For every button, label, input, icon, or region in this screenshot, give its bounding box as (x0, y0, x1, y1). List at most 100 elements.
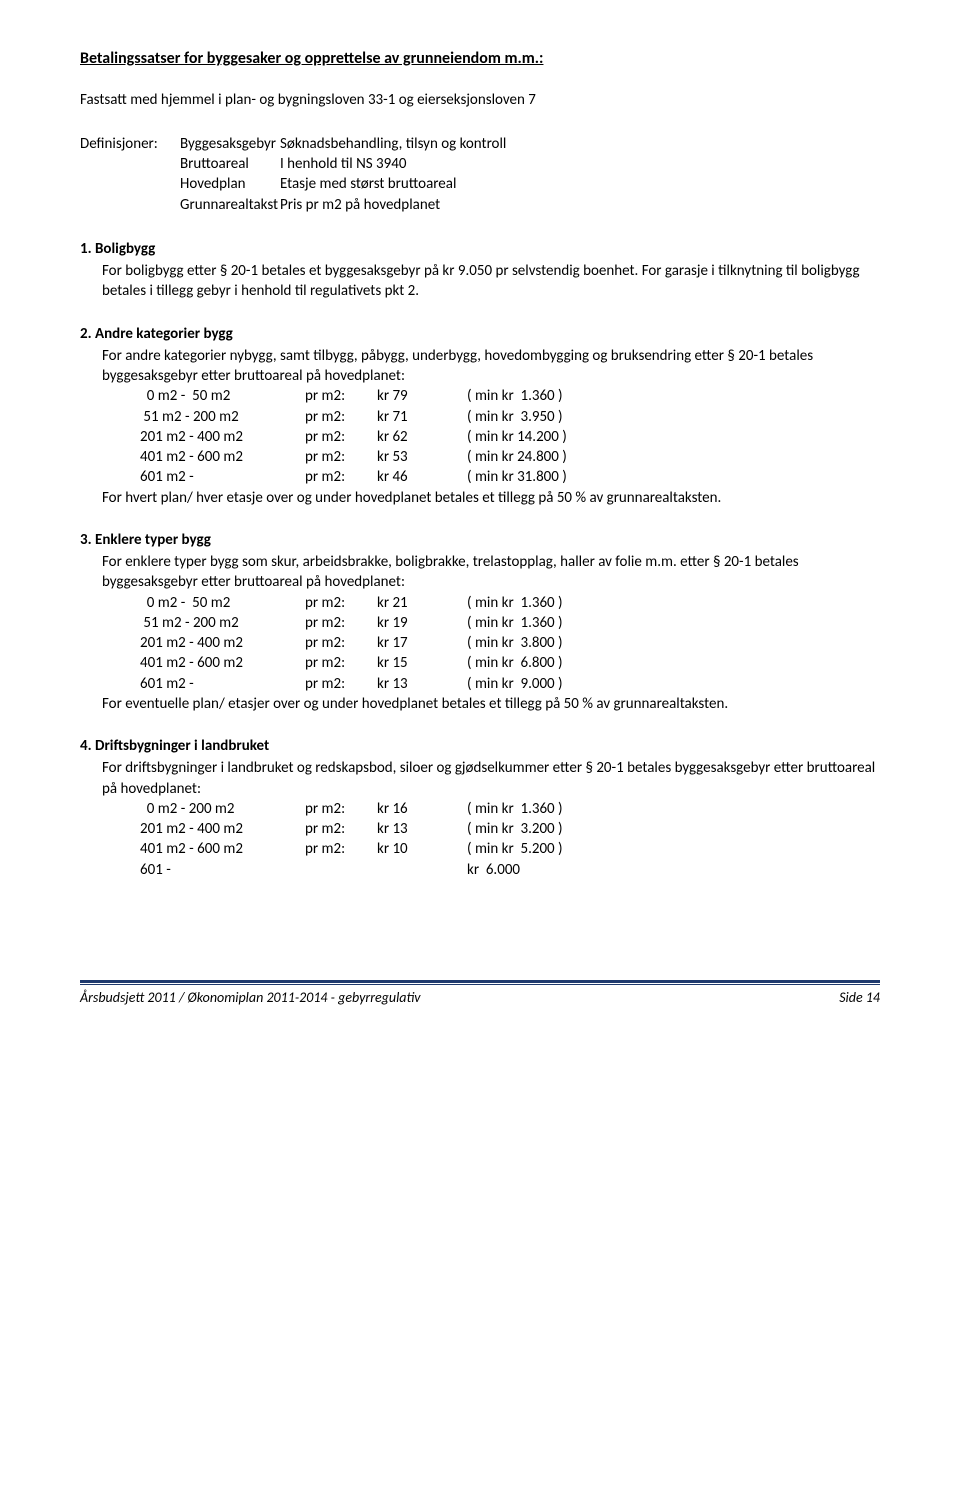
range-row: 0 m2 - 50 m2 pr m2: kr 79 ( min kr 1.360… (140, 386, 880, 406)
range-price: kr 21 (377, 593, 467, 613)
footer-left: Årsbudsjett 2011 / Økonomiplan 2011-2014… (80, 989, 421, 1008)
range-price: kr 13 (377, 674, 467, 694)
range-min: ( min kr 24.800 ) (467, 447, 880, 467)
range-row: 201 m2 - 400 m2 pr m2: kr 17 ( min kr 3.… (140, 633, 880, 653)
range-row: 401 m2 - 600 m2 pr m2: kr 15 ( min kr 6.… (140, 653, 880, 673)
range-price: kr 15 (377, 653, 467, 673)
range-price: kr 13 (377, 819, 467, 839)
range-price: kr 79 (377, 386, 467, 406)
range-range: 601 - (140, 860, 305, 880)
section-trailing: For eventuelle plan/ etasjer over og und… (102, 694, 880, 714)
range-per: pr m2: (305, 386, 377, 406)
range-min: ( min kr 9.000 ) (467, 674, 880, 694)
range-min: kr 6.000 (467, 860, 880, 880)
page-subtitle: Fastsatt med hjemmel i plan- og bygnings… (80, 90, 880, 110)
range-range: 401 m2 - 600 m2 (140, 839, 305, 859)
section-1: 1. Boligbygg For boligbygg etter § 20-1 … (80, 239, 880, 302)
section-title: Driftsbygninger i landbruket (95, 737, 269, 755)
section-num: 2. (80, 325, 92, 343)
definitions-block: Definisjoner: Byggesaksgebyr Søknadsbeha… (80, 134, 880, 215)
range-table: 0 m2 - 50 m2 pr m2: kr 21 ( min kr 1.360… (102, 593, 880, 694)
section-paragraph: For andre kategorier nybygg, samt tilbyg… (102, 346, 880, 387)
page-footer: Årsbudsjett 2011 / Økonomiplan 2011-2014… (80, 980, 880, 1008)
range-range: 201 m2 - 400 m2 (140, 633, 305, 653)
range-row: 401 m2 - 600 m2 pr m2: kr 10 ( min kr 5.… (140, 839, 880, 859)
range-price: kr 46 (377, 467, 467, 487)
footer-rule-thin (80, 984, 880, 985)
range-per: pr m2: (305, 653, 377, 673)
section-title: Enklere typer bygg (95, 531, 211, 549)
range-per: pr m2: (305, 467, 377, 487)
def-value: I henhold til NS 3940 (280, 154, 880, 174)
range-row: 51 m2 - 200 m2 pr m2: kr 19 ( min kr 1.3… (140, 613, 880, 633)
section-num: 1. (80, 240, 92, 258)
range-table: 0 m2 - 50 m2 pr m2: kr 79 ( min kr 1.360… (102, 386, 880, 487)
range-per: pr m2: (305, 593, 377, 613)
range-min: ( min kr 5.200 ) (467, 839, 880, 859)
range-row: 201 m2 - 400 m2 pr m2: kr 62 ( min kr 14… (140, 427, 880, 447)
section-2: 2. Andre kategorier bygg For andre kateg… (80, 324, 880, 508)
range-per: pr m2: (305, 674, 377, 694)
section-3: 3. Enklere typer bygg For enklere typer … (80, 530, 880, 714)
section-title: Andre kategorier bygg (95, 325, 233, 343)
def-label: Bruttoareal (180, 154, 280, 174)
section-title: Boligbygg (95, 240, 155, 258)
range-range: 51 m2 - 200 m2 (140, 613, 305, 633)
range-price: kr 62 (377, 427, 467, 447)
range-row: 51 m2 - 200 m2 pr m2: kr 71 ( min kr 3.9… (140, 407, 880, 427)
range-min: ( min kr 31.800 ) (467, 467, 880, 487)
range-price: kr 10 (377, 839, 467, 859)
range-min: ( min kr 1.360 ) (467, 386, 880, 406)
range-per: pr m2: (305, 799, 377, 819)
range-min: ( min kr 1.360 ) (467, 593, 880, 613)
range-row: 201 m2 - 400 m2 pr m2: kr 13 ( min kr 3.… (140, 819, 880, 839)
def-label: Hovedplan (180, 174, 280, 194)
range-min: ( min kr 6.800 ) (467, 653, 880, 673)
def-value: Pris pr m2 på hovedplanet (280, 195, 880, 215)
range-range: 601 m2 - (140, 674, 305, 694)
range-price (377, 860, 467, 880)
def-label: Grunnarealtakst (180, 195, 280, 215)
def-label: Byggesaksgebyr (180, 134, 280, 154)
range-row: 0 m2 - 200 m2 pr m2: kr 16 ( min kr 1.36… (140, 799, 880, 819)
range-per: pr m2: (305, 613, 377, 633)
range-table: 0 m2 - 200 m2 pr m2: kr 16 ( min kr 1.36… (102, 799, 880, 880)
range-range: 0 m2 - 200 m2 (140, 799, 305, 819)
section-num: 4. (80, 737, 92, 755)
range-per: pr m2: (305, 427, 377, 447)
range-range: 601 m2 - (140, 467, 305, 487)
range-per: pr m2: (305, 633, 377, 653)
range-min: ( min kr 14.200 ) (467, 427, 880, 447)
section-paragraph: For enklere typer bygg som skur, arbeids… (102, 552, 880, 593)
page-title: Betalingssatser for byggesaker og oppret… (80, 48, 880, 70)
range-per (305, 860, 377, 880)
def-value: Søknadsbehandling, tilsyn og kontroll (280, 134, 880, 154)
range-row: 401 m2 - 600 m2 pr m2: kr 53 ( min kr 24… (140, 447, 880, 467)
section-trailing: For hvert plan/ hver etasje over og unde… (102, 488, 880, 508)
range-range: 201 m2 - 400 m2 (140, 427, 305, 447)
range-price: kr 19 (377, 613, 467, 633)
section-paragraph: For driftsbygninger i landbruket og reds… (102, 758, 880, 799)
range-price: kr 17 (377, 633, 467, 653)
range-range: 401 m2 - 600 m2 (140, 447, 305, 467)
range-range: 51 m2 - 200 m2 (140, 407, 305, 427)
range-row: 601 - kr 6.000 (140, 860, 880, 880)
range-row: 0 m2 - 50 m2 pr m2: kr 21 ( min kr 1.360… (140, 593, 880, 613)
def-value: Etasje med størst bruttoareal (280, 174, 880, 194)
range-per: pr m2: (305, 819, 377, 839)
definitions-header-label: Definisjoner: (80, 134, 180, 154)
range-per: pr m2: (305, 447, 377, 467)
range-price: kr 16 (377, 799, 467, 819)
range-price: kr 53 (377, 447, 467, 467)
range-row: 601 m2 - pr m2: kr 46 ( min kr 31.800 ) (140, 467, 880, 487)
footer-rule-thick (80, 980, 880, 983)
range-range: 0 m2 - 50 m2 (140, 593, 305, 613)
section-num: 3. (80, 531, 92, 549)
range-min: ( min kr 1.360 ) (467, 613, 880, 633)
range-min: ( min kr 3.800 ) (467, 633, 880, 653)
range-min: ( min kr 3.950 ) (467, 407, 880, 427)
range-range: 201 m2 - 400 m2 (140, 819, 305, 839)
range-per: pr m2: (305, 407, 377, 427)
range-range: 0 m2 - 50 m2 (140, 386, 305, 406)
range-price: kr 71 (377, 407, 467, 427)
